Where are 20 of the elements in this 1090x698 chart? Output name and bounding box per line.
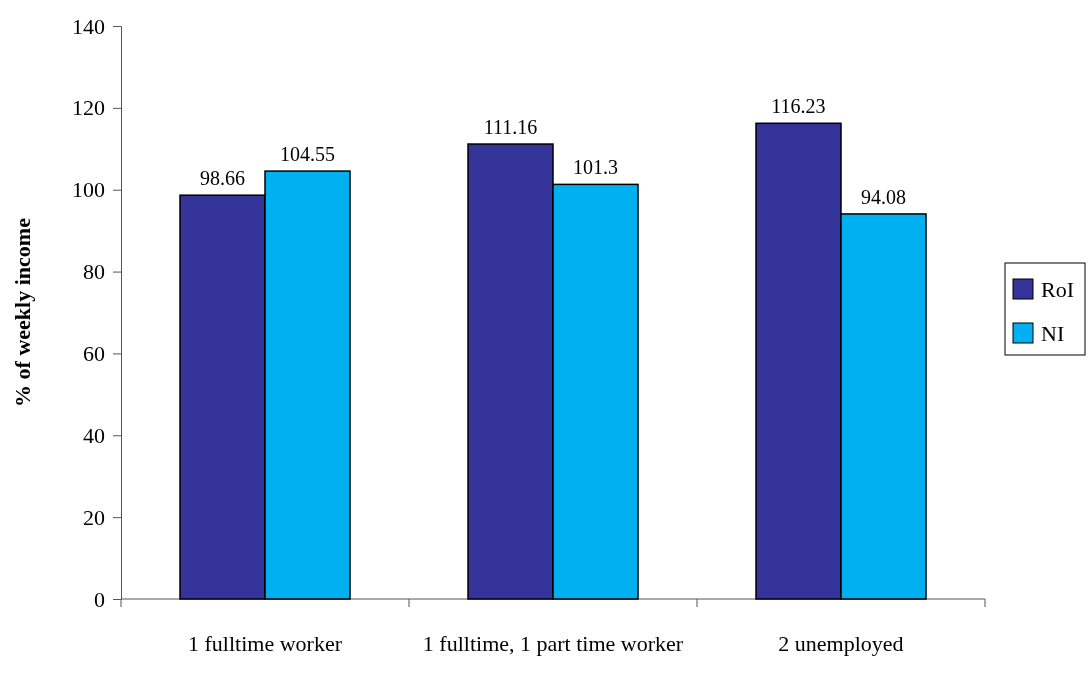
y-tick-label: 40 <box>83 422 105 448</box>
data-label: 94.08 <box>861 185 906 208</box>
y-tick-label: 80 <box>83 259 105 285</box>
x-tick-label: 2 unemployed <box>778 631 904 656</box>
legend-label: NI <box>1041 321 1065 346</box>
x-tick-label: 1 fulltime, 1 part time worker <box>422 631 684 656</box>
y-axis-title: % of weekly income <box>10 217 35 407</box>
data-label: 98.66 <box>200 167 245 190</box>
y-tick-label: 140 <box>72 13 105 39</box>
data-label: 101.3 <box>573 156 618 179</box>
legend-label: RoI <box>1041 277 1074 302</box>
data-label: 111.16 <box>483 116 538 139</box>
x-tick-label: 1 fulltime worker <box>188 631 343 656</box>
y-tick-label: 120 <box>72 95 105 121</box>
y-tick-label: 0 <box>94 586 105 612</box>
y-tick-label: 100 <box>72 177 105 203</box>
data-label: 104.55 <box>280 143 335 166</box>
y-tick-label: 20 <box>83 504 105 530</box>
y-tick-label: 60 <box>83 340 105 366</box>
data-label: 116.23 <box>771 95 826 118</box>
